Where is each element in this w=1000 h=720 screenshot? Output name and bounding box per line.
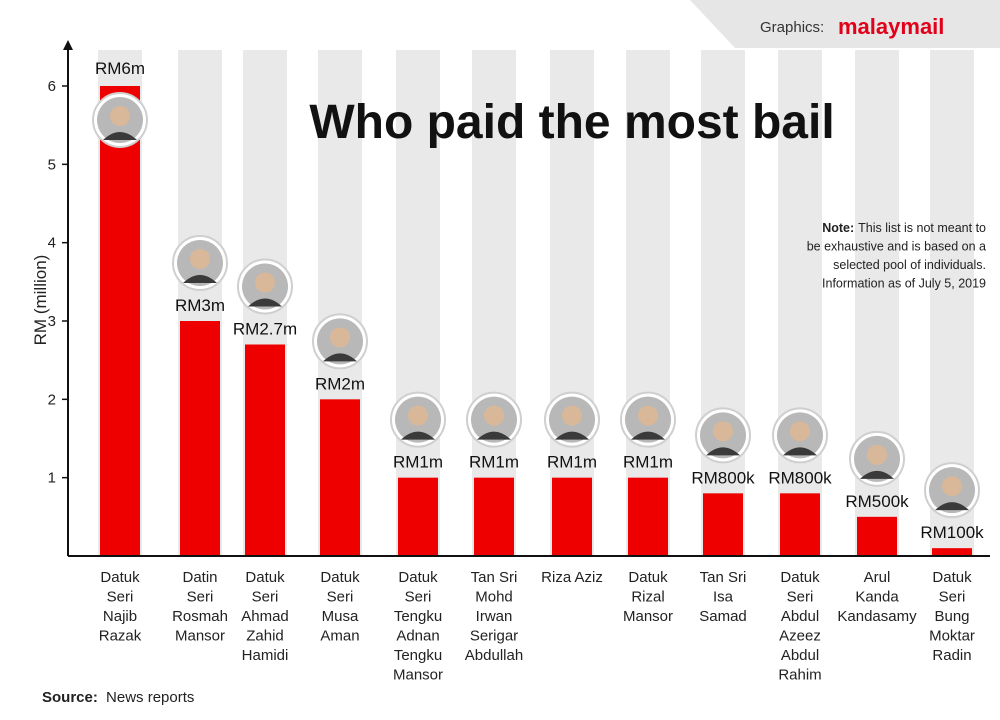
y-tick-label: 4 xyxy=(48,235,56,252)
bar xyxy=(474,478,514,556)
bar xyxy=(780,493,820,556)
category-labels-group: DatukSeriNajibRazak DatinSeriRosmahMansor… xyxy=(99,569,975,684)
category-label: Tan SriIsaSamad xyxy=(699,569,747,625)
data-label: RM1m xyxy=(547,453,597,472)
data-label: RM2.7m xyxy=(233,320,297,339)
category-label: DatukSeriAbdulAzeezAbdulRahim xyxy=(778,569,821,684)
source-text: News reports xyxy=(106,689,194,706)
avatar xyxy=(391,393,445,447)
avatar xyxy=(93,93,147,147)
data-label: RM800k xyxy=(768,468,832,487)
avatar xyxy=(850,432,904,486)
note-line: Information as of July 5, 2019 xyxy=(822,277,986,291)
data-label: RM3m xyxy=(175,296,225,315)
avatar xyxy=(773,408,827,462)
data-label: RM1m xyxy=(393,453,443,472)
y-tick-label: 5 xyxy=(48,156,56,173)
avatar xyxy=(545,393,599,447)
y-tick-label: 1 xyxy=(48,470,56,487)
category-label: DatukRizalMansor xyxy=(623,569,673,625)
chart-title: Who paid the most bail xyxy=(309,96,834,149)
avatar xyxy=(925,463,979,517)
avatar xyxy=(467,393,521,447)
data-label: RM6m xyxy=(95,59,145,78)
note-line: Note:This list is not meant to xyxy=(822,221,986,235)
y-tick-label: 2 xyxy=(48,391,56,408)
bar xyxy=(552,478,592,556)
category-label: Riza Aziz xyxy=(541,569,603,586)
category-label: DatukSeriMusaAman xyxy=(320,569,360,645)
category-label: DatukSeriNajibRazak xyxy=(99,569,142,645)
bar xyxy=(180,321,220,556)
source-line: Source: News reports xyxy=(42,689,194,706)
y-axis-label: RM (million) xyxy=(31,255,50,346)
bars-group xyxy=(100,86,972,556)
bar xyxy=(932,548,972,556)
avatar xyxy=(238,260,292,314)
bar xyxy=(398,478,438,556)
bar xyxy=(628,478,668,556)
category-label: DatukSeriAhmadZahidHamidi xyxy=(241,569,289,664)
category-label: DatukSeriBungMoktarRadin xyxy=(929,569,975,664)
category-label: DatinSeriRosmahMansor xyxy=(172,569,228,645)
y-axis-arrow-icon xyxy=(63,40,73,50)
note-line: selected pool of individuals. xyxy=(833,258,986,272)
avatar xyxy=(696,408,750,462)
avatar xyxy=(313,314,367,368)
bar xyxy=(857,517,897,556)
y-tick-label: 6 xyxy=(48,78,56,95)
avatar xyxy=(621,393,675,447)
bar xyxy=(100,86,140,556)
bar xyxy=(320,399,360,556)
data-label: RM800k xyxy=(691,468,755,487)
avatar xyxy=(173,236,227,290)
source-bold: Source: xyxy=(42,689,98,706)
data-label: RM500k xyxy=(845,492,909,511)
data-label: RM2m xyxy=(315,374,365,393)
brand-logo: malaymail xyxy=(838,14,944,39)
credit-prefix: Graphics: xyxy=(760,19,824,36)
category-label: Tan SriMohdIrwanSerigarAbdullah xyxy=(465,569,523,664)
data-label: RM100k xyxy=(920,523,984,542)
note-bold: Note: xyxy=(822,221,854,235)
bar xyxy=(703,493,743,556)
bar xyxy=(245,345,285,557)
avatars-group xyxy=(93,93,979,517)
category-label: DatukSeriTengkuAdnanTengkuMansor xyxy=(393,569,443,684)
data-label: RM1m xyxy=(469,453,519,472)
data-label: RM1m xyxy=(623,453,673,472)
category-label: ArulKandaKandasamy xyxy=(837,569,917,625)
note-line: be exhaustive and is based on a xyxy=(807,240,986,254)
